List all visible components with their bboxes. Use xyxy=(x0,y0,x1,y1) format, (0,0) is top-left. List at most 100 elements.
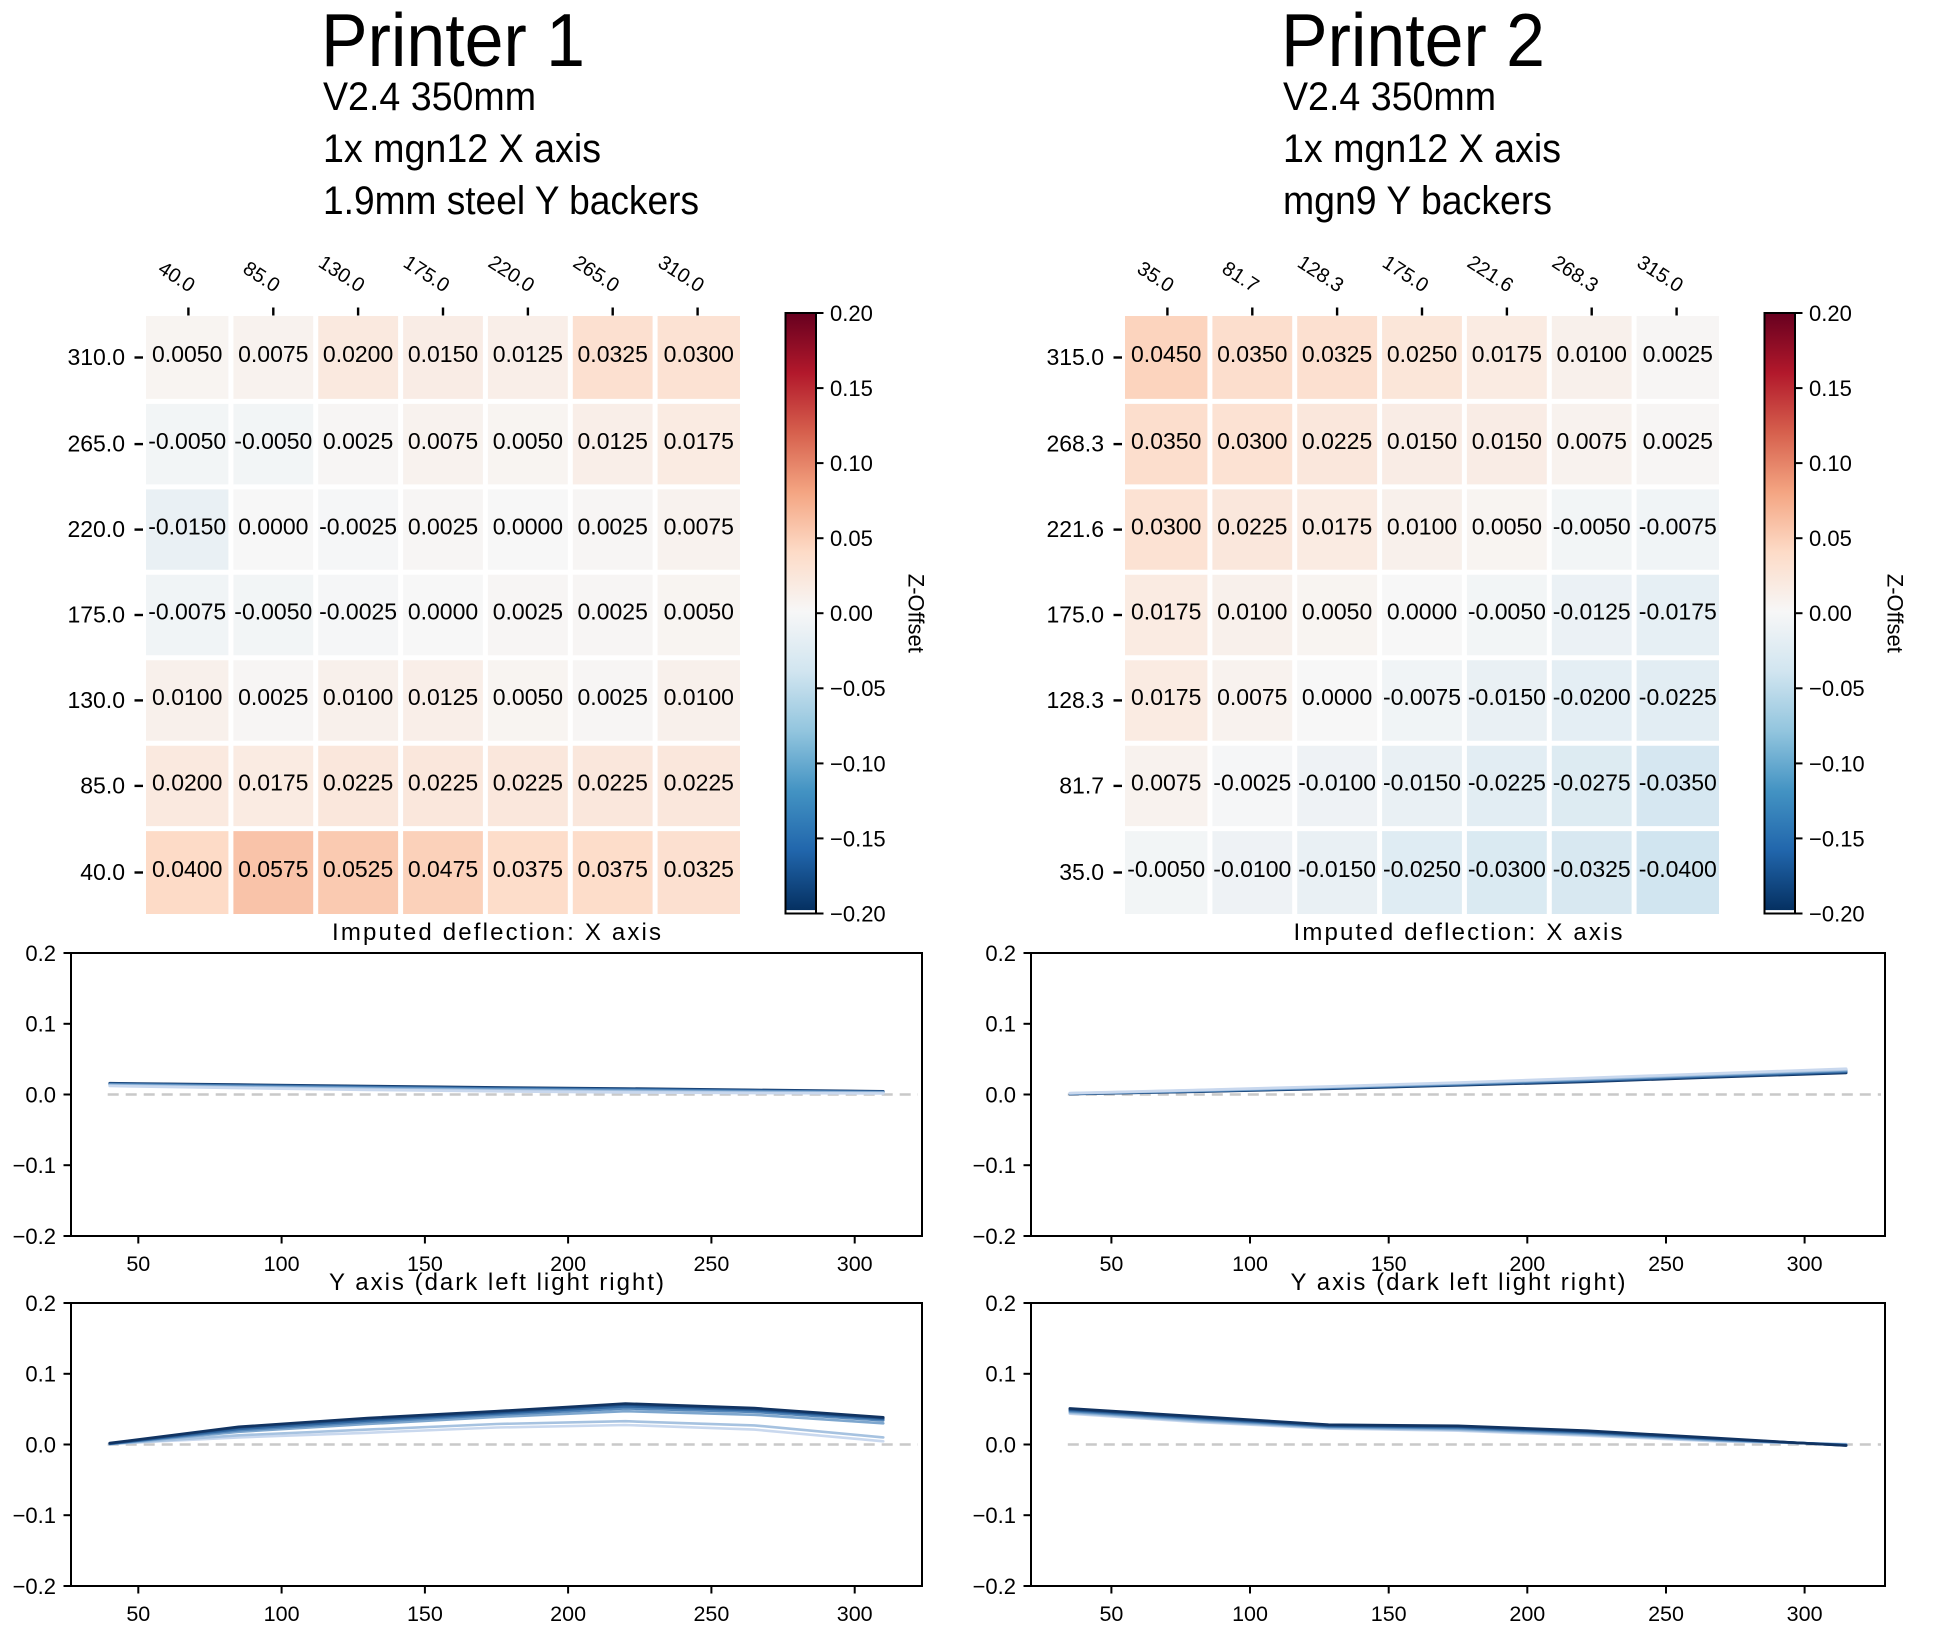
svg-text:175.0: 175.0 xyxy=(67,601,125,627)
svg-text:300: 300 xyxy=(837,1252,873,1276)
svg-text:300: 300 xyxy=(1787,1602,1823,1626)
svg-text:−0.2: −0.2 xyxy=(13,1574,56,1599)
svg-text:0.2: 0.2 xyxy=(985,941,1016,966)
svg-text:200: 200 xyxy=(1509,1252,1545,1276)
svg-text:0.0025: 0.0025 xyxy=(493,599,563,625)
svg-text:Printer 1: Printer 1 xyxy=(321,0,585,82)
svg-text:300: 300 xyxy=(837,1602,873,1626)
svg-text:−0.2: −0.2 xyxy=(973,1224,1016,1249)
svg-text:0.0175: 0.0175 xyxy=(1472,341,1542,367)
svg-text:0.0300: 0.0300 xyxy=(1131,513,1201,539)
svg-text:-0.0125: -0.0125 xyxy=(1553,599,1631,625)
svg-text:0.0075: 0.0075 xyxy=(238,341,308,367)
svg-text:-0.0150: -0.0150 xyxy=(1298,856,1376,882)
svg-text:Printer 2: Printer 2 xyxy=(1281,0,1545,82)
svg-text:0.0025: 0.0025 xyxy=(1643,428,1713,454)
svg-text:0.0325: 0.0325 xyxy=(1302,341,1372,367)
svg-text:0.2: 0.2 xyxy=(985,1291,1016,1316)
svg-text:-0.0350: -0.0350 xyxy=(1639,770,1717,796)
svg-text:0.10: 0.10 xyxy=(1809,451,1852,476)
svg-text:-0.0025: -0.0025 xyxy=(319,599,397,625)
svg-text:200: 200 xyxy=(1509,1602,1545,1626)
svg-text:150: 150 xyxy=(407,1602,443,1626)
svg-text:-0.0250: -0.0250 xyxy=(1383,856,1461,882)
svg-text:1.9mm steel Y backers: 1.9mm steel Y backers xyxy=(323,179,699,223)
svg-text:300: 300 xyxy=(1787,1252,1823,1276)
svg-text:0.2: 0.2 xyxy=(25,1291,56,1316)
svg-text:0.0050: 0.0050 xyxy=(493,428,563,454)
svg-text:100: 100 xyxy=(264,1602,300,1626)
svg-text:0.0000: 0.0000 xyxy=(1387,599,1457,625)
svg-text:-0.0050: -0.0050 xyxy=(234,599,312,625)
svg-text:200: 200 xyxy=(550,1602,586,1626)
svg-text:81.7: 81.7 xyxy=(1059,772,1104,798)
svg-text:0.0225: 0.0225 xyxy=(1217,513,1287,539)
svg-text:50: 50 xyxy=(126,1602,150,1626)
svg-text:0.0: 0.0 xyxy=(985,1082,1016,1107)
svg-text:0.0025: 0.0025 xyxy=(408,513,478,539)
svg-text:Imputed deflection: X axis: Imputed deflection: X axis xyxy=(1294,919,1623,946)
svg-text:0.0025: 0.0025 xyxy=(238,684,308,710)
svg-text:0.0375: 0.0375 xyxy=(493,856,563,882)
svg-text:−0.10: −0.10 xyxy=(830,751,886,776)
svg-text:0.0050: 0.0050 xyxy=(152,341,222,367)
svg-text:0.1: 0.1 xyxy=(25,1362,56,1387)
svg-text:0.0200: 0.0200 xyxy=(323,341,393,367)
svg-text:-0.0400: -0.0400 xyxy=(1639,856,1717,882)
svg-text:0.0100: 0.0100 xyxy=(1557,341,1627,367)
svg-text:0.0125: 0.0125 xyxy=(493,341,563,367)
svg-text:-0.0175: -0.0175 xyxy=(1639,599,1717,625)
svg-text:0.0225: 0.0225 xyxy=(1302,428,1372,454)
svg-text:0.0200: 0.0200 xyxy=(152,770,222,796)
svg-text:−0.2: −0.2 xyxy=(973,1574,1016,1599)
svg-text:Z-Offset: Z-Offset xyxy=(1883,574,1908,653)
svg-text:0.0325: 0.0325 xyxy=(664,856,734,882)
svg-text:-0.0150: -0.0150 xyxy=(148,513,226,539)
svg-text:-0.0050: -0.0050 xyxy=(234,428,312,454)
svg-text:175.0: 175.0 xyxy=(1046,601,1104,627)
svg-text:0.0000: 0.0000 xyxy=(1302,684,1372,710)
svg-text:0.10: 0.10 xyxy=(830,451,873,476)
svg-text:1x mgn12 X axis: 1x mgn12 X axis xyxy=(1283,127,1561,171)
svg-text:0.0525: 0.0525 xyxy=(323,856,393,882)
svg-text:0.0350: 0.0350 xyxy=(1217,341,1287,367)
svg-text:250: 250 xyxy=(1648,1252,1684,1276)
svg-text:0.0000: 0.0000 xyxy=(238,513,308,539)
svg-text:0.0400: 0.0400 xyxy=(152,856,222,882)
svg-text:0.0150: 0.0150 xyxy=(1387,428,1457,454)
svg-text:0.0025: 0.0025 xyxy=(578,599,648,625)
svg-text:0.0225: 0.0225 xyxy=(323,770,393,796)
svg-text:0.0: 0.0 xyxy=(985,1432,1016,1457)
svg-text:0.2: 0.2 xyxy=(25,941,56,966)
svg-text:-0.0075: -0.0075 xyxy=(148,599,226,625)
svg-text:0.0050: 0.0050 xyxy=(493,684,563,710)
svg-text:0.0300: 0.0300 xyxy=(1217,428,1287,454)
svg-text:-0.0100: -0.0100 xyxy=(1213,856,1291,882)
svg-text:50: 50 xyxy=(126,1252,150,1276)
svg-text:130.0: 130.0 xyxy=(67,687,125,713)
svg-text:0.0300: 0.0300 xyxy=(664,341,734,367)
svg-text:−0.15: −0.15 xyxy=(830,826,886,851)
svg-text:−0.20: −0.20 xyxy=(830,901,886,926)
svg-text:0.0225: 0.0225 xyxy=(493,770,563,796)
svg-text:Z-Offset: Z-Offset xyxy=(904,574,929,653)
svg-text:−0.20: −0.20 xyxy=(1809,901,1865,926)
svg-text:0.0175: 0.0175 xyxy=(1131,599,1201,625)
svg-text:-0.0100: -0.0100 xyxy=(1298,770,1376,796)
svg-text:0.0000: 0.0000 xyxy=(408,599,478,625)
svg-text:0.0025: 0.0025 xyxy=(578,684,648,710)
svg-text:315.0: 315.0 xyxy=(1046,344,1104,370)
svg-text:0.20: 0.20 xyxy=(1809,301,1852,326)
svg-text:0.05: 0.05 xyxy=(830,526,873,551)
svg-text:-0.0050: -0.0050 xyxy=(1553,513,1631,539)
svg-text:0.0050: 0.0050 xyxy=(1472,513,1542,539)
svg-text:-0.0200: -0.0200 xyxy=(1553,684,1631,710)
svg-text:V2.4 350mm: V2.4 350mm xyxy=(323,75,536,119)
svg-text:100: 100 xyxy=(1232,1252,1268,1276)
svg-text:85.0: 85.0 xyxy=(80,772,125,798)
svg-text:35.0: 35.0 xyxy=(1059,859,1104,885)
svg-text:310.0: 310.0 xyxy=(67,344,125,370)
svg-text:40.0: 40.0 xyxy=(80,859,125,885)
svg-text:0.0: 0.0 xyxy=(25,1432,56,1457)
svg-text:0.0050: 0.0050 xyxy=(1302,599,1372,625)
